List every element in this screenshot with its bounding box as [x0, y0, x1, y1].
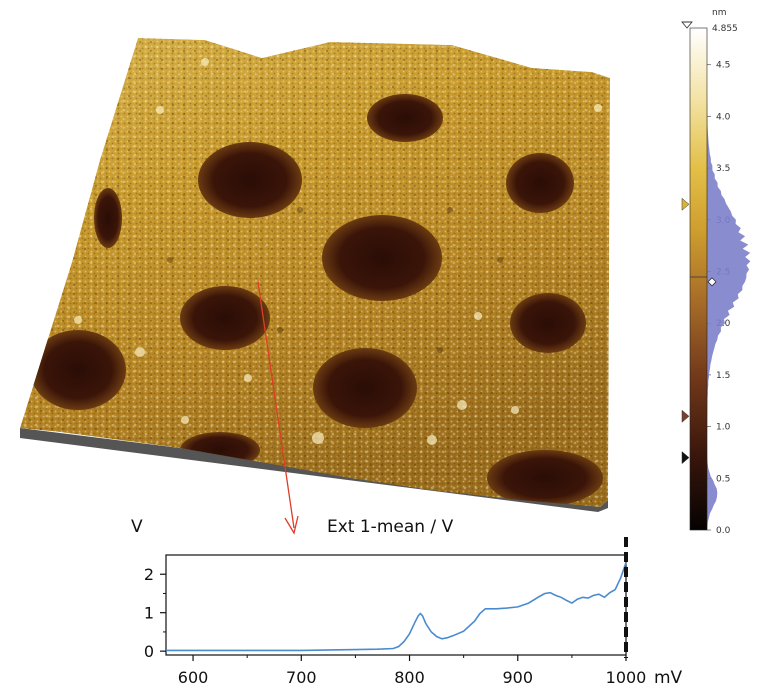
color-scale-bar [689, 27, 708, 531]
y-tick-label: 1 [144, 604, 154, 623]
color-scale-tick-label: 3.5 [716, 164, 730, 174]
spectrum-title: Ext 1-mean / V [327, 517, 454, 537]
afm-pores [30, 94, 603, 506]
color-scale-tick-label: 4.5 [716, 61, 730, 71]
color-scale: nm 4.855 4.54.03.53.02.52.01.51.00.50.0 [681, 8, 751, 536]
spectrum-x-unit: mV [654, 668, 683, 688]
x-tick-label: 1000 [606, 668, 647, 687]
color-scale-max-label: 4.855 [712, 24, 738, 34]
color-scale-marker-center[interactable] [707, 277, 717, 287]
afm-pore [180, 286, 270, 350]
spectrum-plot: Ext 1-mean / V V mV 600 700 800 900 1000 0 1 2 [131, 517, 683, 688]
afm-pore [30, 330, 126, 410]
y-tick-label: 2 [144, 565, 154, 584]
afm-topography-image [20, 38, 610, 512]
spectrum-line [166, 562, 627, 652]
afm-pore [94, 188, 122, 248]
color-scale-marker-mid-marker[interactable] [681, 409, 690, 423]
spectrum-ticks: 600 700 800 900 1000 0 1 2 [144, 565, 647, 687]
afm-highlights [74, 58, 602, 445]
histogram-area [707, 29, 751, 530]
color-scale-unit: nm [712, 8, 726, 18]
afm-pore [510, 293, 586, 353]
x-tick-label: 900 [502, 668, 533, 687]
afm-pore [506, 153, 574, 213]
color-scale-tick-label: 1.0 [716, 423, 731, 433]
afm-pore [367, 94, 443, 142]
color-scale-top-handle[interactable] [681, 21, 693, 29]
afm-pore [322, 215, 442, 301]
afm-pore [487, 450, 603, 506]
color-scale-tick-label: 4.0 [716, 112, 731, 122]
x-tick-label: 800 [394, 668, 425, 687]
color-scale-marker-upper-limit[interactable] [681, 197, 690, 211]
spectrum-y-unit: V [131, 517, 143, 537]
x-tick-label: 600 [178, 668, 209, 687]
spectrum-frame [165, 554, 627, 656]
afm-pore [198, 142, 302, 218]
color-scale-marker-lower-limit[interactable] [681, 451, 690, 465]
y-tick-label: 0 [144, 642, 154, 661]
probe-arrow [257, 281, 299, 535]
color-scale-tick-label: 0.0 [716, 526, 731, 536]
color-scale-tick-label: 0.5 [716, 474, 730, 484]
height-histogram [707, 29, 751, 530]
color-scale-markers[interactable] [681, 197, 717, 465]
afm-pore [313, 348, 417, 428]
color-scale-tick-label: 1.5 [716, 371, 730, 381]
x-tick-label: 700 [286, 668, 317, 687]
